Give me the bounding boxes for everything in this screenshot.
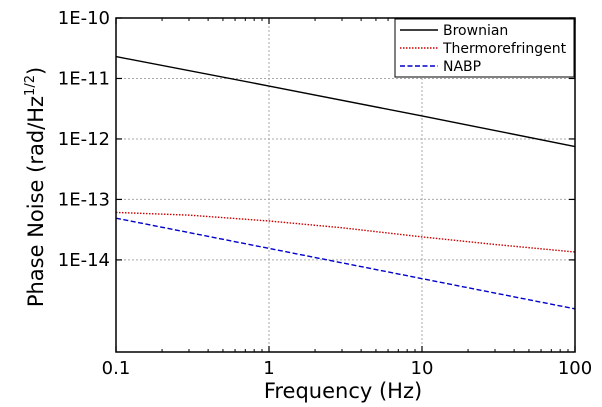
legend-label-thermorefringent: Thermorefringent <box>442 41 567 57</box>
x-tick-label: 1 <box>263 358 274 379</box>
x-tick-label: 0.1 <box>102 358 131 379</box>
y-tick-label: 1E-11 <box>58 68 110 89</box>
y-tick-label: 1E-12 <box>58 129 110 150</box>
series-line-brownian <box>115 55 576 148</box>
y-axis-label-superscript: 1/2 <box>23 75 38 96</box>
x-axis-label: Frequency (Hz) <box>264 379 422 403</box>
y-axis-label-main: Phase Noise (rad/Hz <box>24 96 48 307</box>
legend: Brownian Thermorefringent NABP <box>394 18 575 78</box>
tick-labels: 0.1 1 10 100 1E-10 1E-11 1E-12 1E-13 1E-14 <box>58 8 592 379</box>
y-tick-label: 1E-10 <box>58 8 110 29</box>
plot-frame <box>115 17 576 353</box>
series-line-nabp <box>115 217 576 310</box>
grid <box>116 18 575 352</box>
legend-label-nabp: NABP <box>443 59 481 75</box>
series-line-thermorefringent <box>115 211 576 253</box>
x-tick-label: 100 <box>558 358 592 379</box>
y-axis-label-close: ) <box>24 67 48 75</box>
y-tick-label: 1E-13 <box>58 189 110 210</box>
x-tick-label: 10 <box>411 358 434 379</box>
plot-series <box>115 55 576 310</box>
y-tick-label: 1E-14 <box>58 250 110 271</box>
y-axis-label: Phase Noise (rad/Hz1/2) <box>23 67 48 307</box>
legend-label-brownian: Brownian <box>443 23 508 39</box>
